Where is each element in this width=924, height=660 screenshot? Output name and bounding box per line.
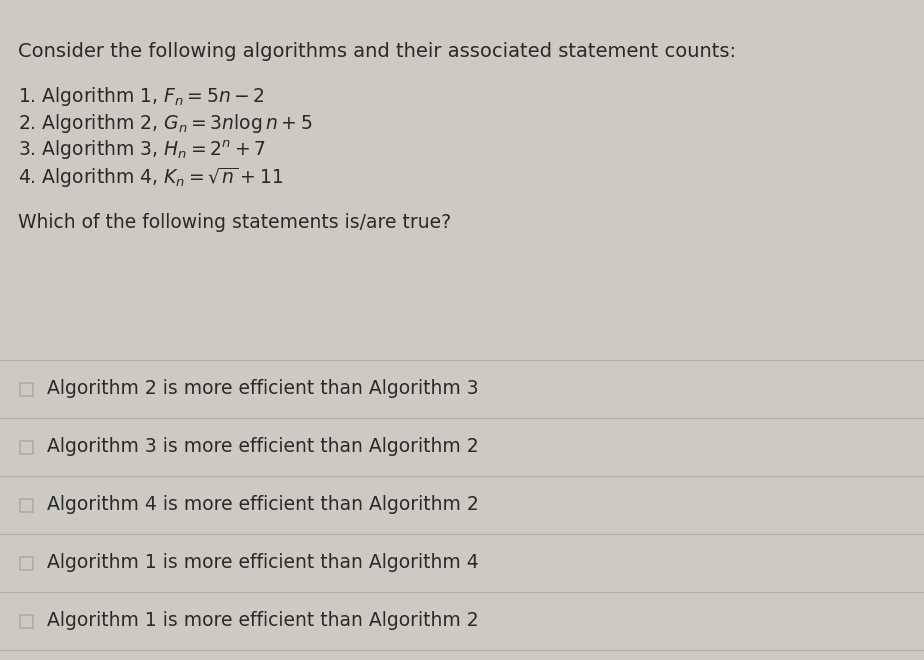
Text: 4. Algorithm 4, $K_n = \sqrt{n} + 11$: 4. Algorithm 4, $K_n = \sqrt{n} + 11$ xyxy=(18,166,284,190)
Text: Consider the following algorithms and their associated statement counts:: Consider the following algorithms and th… xyxy=(18,42,736,61)
Text: 1. Algorithm 1, $F_n = 5n - 2$: 1. Algorithm 1, $F_n = 5n - 2$ xyxy=(18,85,265,108)
Text: 2. Algorithm 2, $G_n = 3n\log n + 5$: 2. Algorithm 2, $G_n = 3n\log n + 5$ xyxy=(18,112,312,135)
Text: 3. Algorithm 3, $H_n = 2^n + 7$: 3. Algorithm 3, $H_n = 2^n + 7$ xyxy=(18,139,266,162)
Text: Algorithm 1 is more efficient than Algorithm 4: Algorithm 1 is more efficient than Algor… xyxy=(47,554,479,572)
Text: Algorithm 3 is more efficient than Algorithm 2: Algorithm 3 is more efficient than Algor… xyxy=(47,438,479,457)
Text: Algorithm 1 is more efficient than Algorithm 2: Algorithm 1 is more efficient than Algor… xyxy=(47,612,479,630)
Text: Which of the following statements is/are true?: Which of the following statements is/are… xyxy=(18,213,451,232)
Text: Algorithm 4 is more efficient than Algorithm 2: Algorithm 4 is more efficient than Algor… xyxy=(47,496,479,515)
Text: Algorithm 2 is more efficient than Algorithm 3: Algorithm 2 is more efficient than Algor… xyxy=(47,379,479,399)
